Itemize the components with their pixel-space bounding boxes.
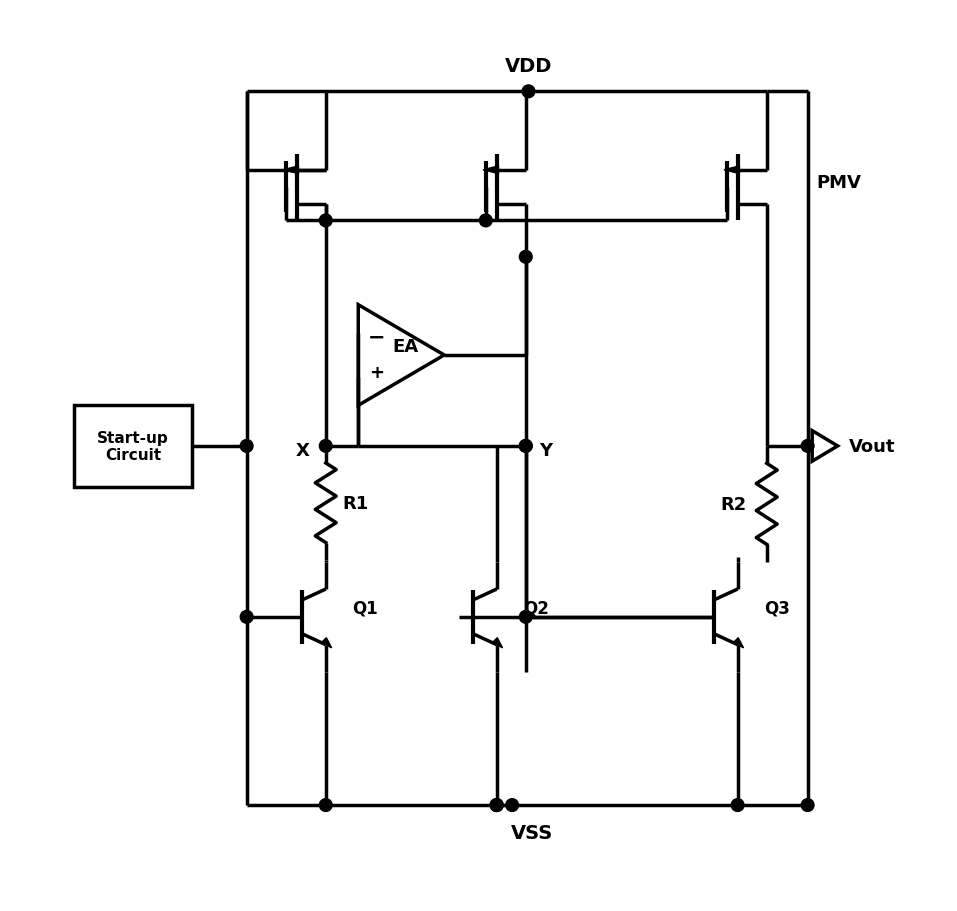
Text: Q1: Q1 (352, 599, 378, 617)
Text: Q3: Q3 (764, 599, 790, 617)
Polygon shape (483, 167, 499, 174)
Text: VDD: VDD (505, 56, 552, 76)
Text: X: X (296, 442, 309, 460)
Circle shape (520, 440, 532, 453)
Circle shape (479, 215, 492, 228)
Polygon shape (283, 167, 299, 174)
Circle shape (240, 610, 253, 623)
Circle shape (490, 799, 503, 812)
Circle shape (240, 440, 253, 453)
Text: +: + (369, 363, 384, 382)
Text: Start-up
Circuit: Start-up Circuit (97, 430, 168, 463)
Text: Vout: Vout (849, 437, 895, 456)
Circle shape (490, 799, 503, 812)
Circle shape (520, 610, 532, 623)
Circle shape (520, 251, 532, 264)
Circle shape (801, 799, 814, 812)
Text: PMV: PMV (816, 174, 861, 192)
Circle shape (731, 799, 744, 812)
Polygon shape (733, 638, 744, 648)
Circle shape (490, 799, 503, 812)
Text: Y: Y (540, 442, 552, 460)
Polygon shape (493, 638, 502, 648)
Text: EA: EA (392, 337, 419, 355)
Text: −: − (367, 327, 385, 347)
Text: Q2: Q2 (523, 599, 549, 617)
Circle shape (520, 440, 532, 453)
Circle shape (523, 86, 535, 98)
Text: R2: R2 (721, 496, 746, 513)
Polygon shape (322, 638, 332, 648)
Text: R1: R1 (342, 494, 368, 512)
Polygon shape (724, 167, 740, 174)
Circle shape (320, 215, 332, 228)
Circle shape (320, 799, 332, 812)
Circle shape (320, 440, 332, 453)
Circle shape (506, 799, 519, 812)
Circle shape (801, 440, 814, 453)
Text: VSS: VSS (511, 824, 553, 843)
